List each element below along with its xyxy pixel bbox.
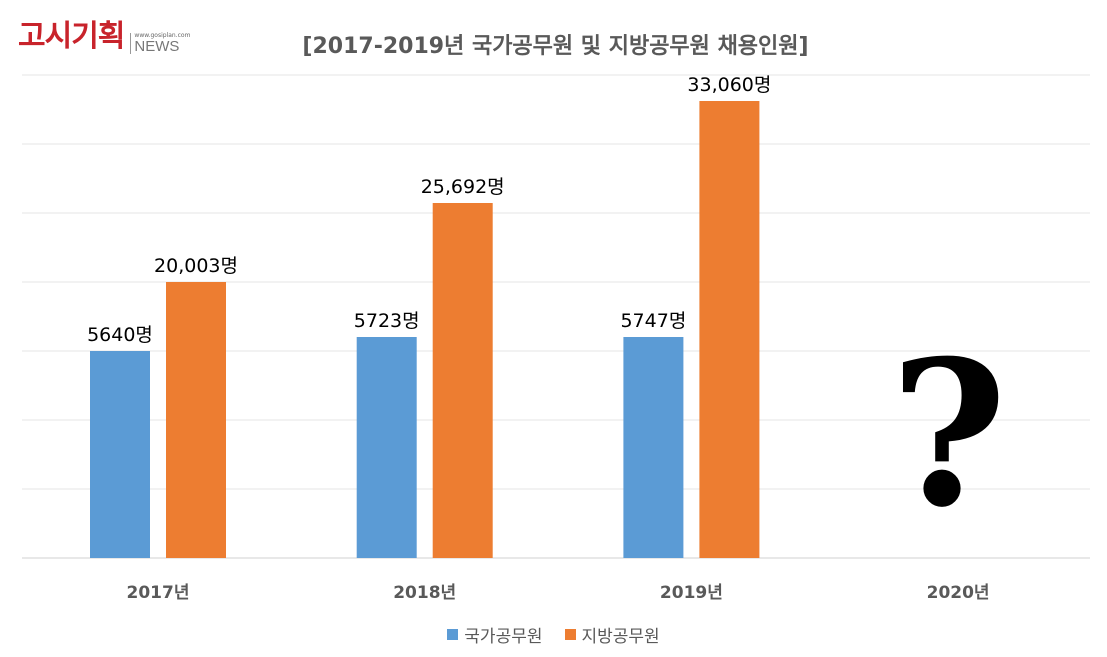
legend-item-local: 지방공무원 xyxy=(564,622,660,647)
data-label: 25,692명 xyxy=(421,176,505,198)
legend-label-national: 국가공무원 xyxy=(464,627,543,647)
bar-national-0 xyxy=(90,351,150,558)
legend-swatch-local xyxy=(564,629,576,640)
x-tick-label: 2017년 xyxy=(127,583,190,603)
chart-title-text: [2017-2019년 국가공무원 및 지방공무원 채용인원] xyxy=(302,34,809,59)
data-label: 5747명 xyxy=(620,310,686,332)
bar-national-2 xyxy=(623,337,684,558)
data-label: 5723명 xyxy=(354,310,420,332)
data-label: 33,060명 xyxy=(687,74,771,96)
x-tick-label: 2020년 xyxy=(927,583,990,603)
data-label: 5640명 xyxy=(87,324,153,346)
legend-item-national: 국가공무원 xyxy=(447,622,543,647)
data-label: 20,003명 xyxy=(154,255,238,277)
logo-name: 고시기획 xyxy=(18,19,125,54)
logo-url: www.gosiplan.com xyxy=(134,32,191,39)
chart-title: [2017-2019년 국가공무원 및 지방공무원 채용인원] xyxy=(0,28,1107,60)
legend-label-local: 지방공무원 xyxy=(581,627,660,647)
x-tick-label: 2018년 xyxy=(393,583,456,603)
bar-local-2 xyxy=(699,101,760,558)
bar-local-0 xyxy=(166,282,226,558)
bar-local-1 xyxy=(432,203,493,558)
unknown-annotation: ? xyxy=(890,317,1008,552)
legend: 국가공무원 지방공무원 xyxy=(0,622,1107,647)
x-tick-label: 2019년 xyxy=(660,583,723,603)
legend-swatch-national xyxy=(447,629,459,640)
logo-news: NEWS xyxy=(134,38,180,55)
bar-national-1 xyxy=(356,337,417,558)
logo: 고시기획 www.gosiplan.com NEWS xyxy=(18,20,190,54)
